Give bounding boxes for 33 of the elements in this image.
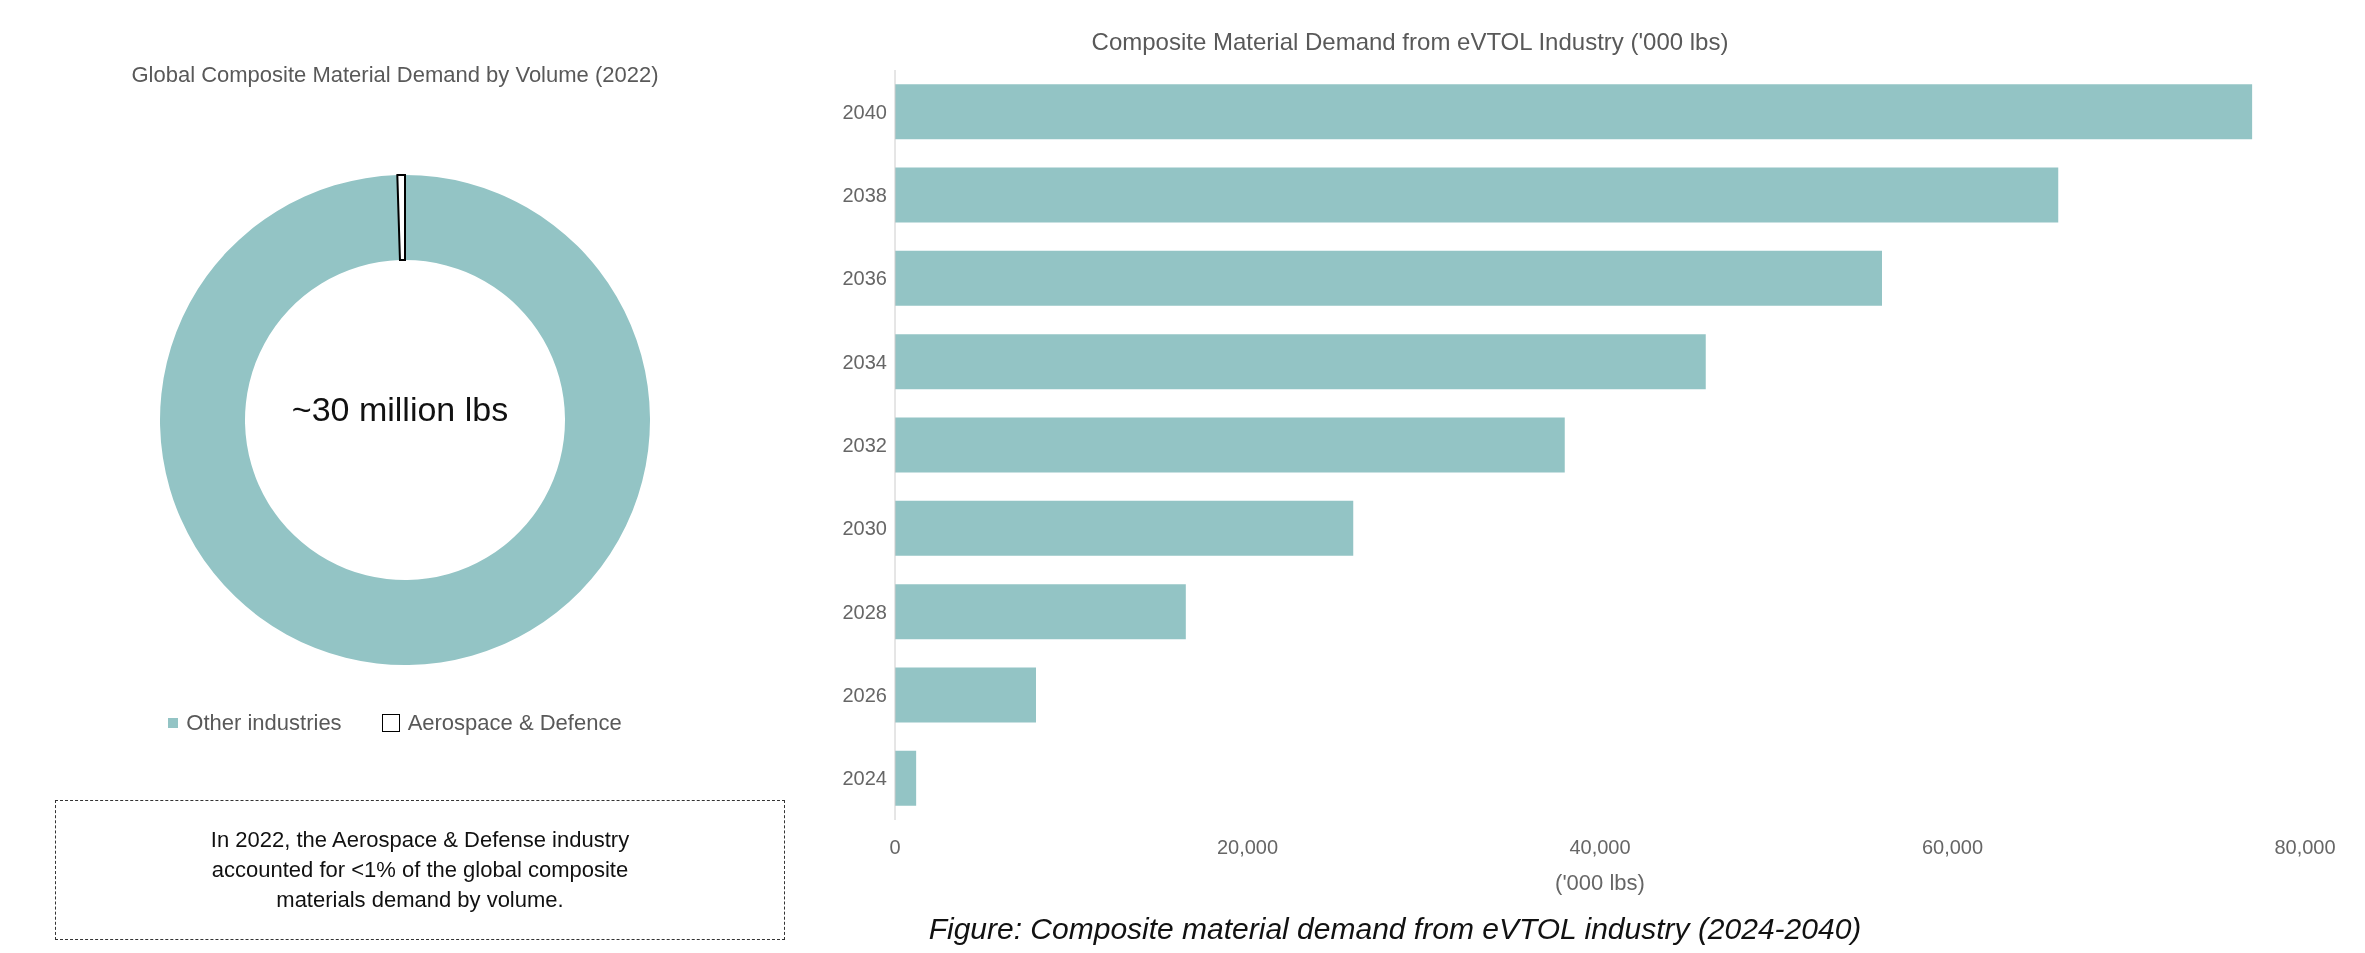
x-tick-label: 40,000 (1569, 836, 1631, 859)
y-tick-label: 2036 (842, 267, 887, 290)
legend-label: Other industries (185, 710, 342, 736)
x-tick-label: 20,000 (1216, 836, 1279, 859)
legend-label: Aerospace & Defence (406, 710, 622, 736)
x-tick-label: 0 (889, 836, 901, 859)
donut-slice (396, 174, 406, 262)
bar (895, 250, 1882, 306)
chart-title: Composite Material Demand from eVTOL Industry ('000 lbs) (1090, 28, 1730, 56)
x-tick-label: 60,000 (1921, 836, 1984, 859)
bar (895, 750, 917, 806)
y-tick-label: 2026 (842, 684, 887, 707)
y-tick-label: 2028 (842, 600, 887, 623)
donut-slice (160, 175, 650, 665)
text: ~30 million lbs (290, 390, 510, 429)
y-tick-label: 2024 (842, 767, 887, 790)
text: Figure: Composite material demand from eVTOL industry (2024-2040) (927, 912, 1863, 946)
bar (895, 84, 2253, 140)
bar (895, 500, 1354, 556)
y-tick-label: 2034 (842, 350, 887, 373)
bar (895, 334, 1706, 390)
text: In 2022, the Aerospace & Defense industry accounted for <1% of the global composite materials demand by volume. (55, 800, 785, 940)
bar (895, 667, 1036, 723)
y-tick-label: 2030 (842, 517, 887, 540)
x-tick-label: 80,000 (2274, 836, 2336, 859)
bar (895, 417, 1565, 473)
y-tick-label: 2038 (842, 184, 887, 207)
y-tick-label: 2032 (842, 434, 887, 457)
y-tick-label: 2040 (842, 100, 887, 123)
chart-title: Global Composite Material Demand by Volume (2022) (130, 62, 660, 88)
bar (895, 584, 1186, 640)
bar (895, 167, 2059, 223)
x-axis-title: ('000 lbs) (1555, 870, 1645, 895)
